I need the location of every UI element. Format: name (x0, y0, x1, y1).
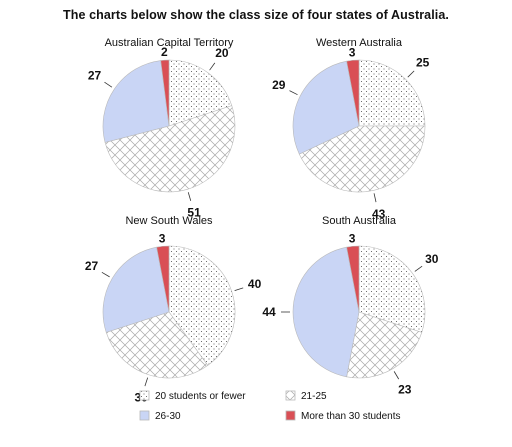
data-label-20-students-or-fewer: 20 (215, 46, 229, 60)
leader-line (414, 265, 423, 272)
slice-20-students-or-fewer (358, 245, 426, 333)
pie-chart-new-south-wales: New South Wales4030273 (85, 215, 262, 405)
data-label-26-30: 27 (85, 259, 99, 273)
pie-chart-south-australia: South Australia 30 23 44 3 (262, 215, 438, 396)
data-label-21-25: 23 (398, 382, 412, 396)
slice-20-students-or-fewer (168, 59, 233, 127)
leader-line (187, 192, 192, 202)
slice-26-30 (102, 246, 170, 333)
slice-26-30 (292, 246, 360, 378)
data-label-more-than-30-students: 2 (161, 45, 168, 59)
legend-swatch-20-students-or-fewer (139, 390, 150, 401)
slice-21-25 (104, 105, 236, 193)
pie-chart-western-australia: Western Australia 25 43 29 3 (272, 37, 430, 221)
data-label-21-25: 43 (372, 207, 386, 221)
slice-more-than-30-students (346, 59, 360, 127)
legend: 20 students or fewer 21-25 26-30 More than … (139, 390, 401, 422)
pie-title: South Australia (322, 215, 397, 227)
slice-more-than-30-students (346, 245, 360, 313)
slice-26-30 (102, 60, 170, 143)
leader-line (289, 90, 298, 96)
data-label-more-than-30-students: 3 (159, 231, 166, 245)
data-label-26-30: 29 (272, 78, 286, 92)
legend-label-more-than-30-students: More than 30 students (301, 411, 401, 422)
legend-swatch-21-25 (285, 390, 296, 401)
leader-line (407, 70, 415, 78)
slice-20-students-or-fewer (358, 59, 426, 127)
pie-title: Australian Capital Territory (105, 37, 234, 49)
leader-line (234, 287, 244, 292)
legend-label-20-students-or-fewer: 20 students or fewer (155, 391, 246, 402)
slice-more-than-30-students (160, 59, 170, 127)
main-title: The charts below show the class size of … (63, 8, 449, 22)
leader-line (101, 271, 110, 278)
slice-26-30 (292, 60, 360, 155)
pie-title: New South Wales (125, 215, 213, 227)
slice-21-25 (298, 125, 426, 193)
leader-line (393, 371, 400, 380)
data-label-more-than-30-students: 3 (349, 45, 356, 59)
legend-swatch-more-than-30-students (285, 410, 296, 421)
slice-21-25 (105, 311, 209, 379)
leader-line (373, 193, 377, 203)
leader-line (209, 62, 216, 71)
data-label-20-students-or-fewer: 25 (416, 55, 430, 69)
legend-label-26-30: 26-30 (155, 411, 181, 422)
leader-line (104, 81, 113, 88)
legend-label-21-25: 21-25 (301, 391, 327, 402)
data-label-more-than-30-students: 3 (349, 231, 356, 245)
leader-line (144, 377, 149, 387)
slice-more-than-30-students (156, 245, 170, 313)
data-label-26-30: 27 (88, 68, 102, 82)
data-label-26-30: 44 (262, 305, 276, 319)
data-label-21-25: 51 (187, 205, 201, 219)
data-label-20-students-or-fewer: 40 (248, 277, 262, 291)
slice-21-25 (346, 311, 423, 379)
data-label-20-students-or-fewer: 30 (425, 252, 439, 266)
legend-swatch-26-30 (139, 410, 150, 421)
pie-title: Western Australia (316, 37, 403, 49)
slice-20-students-or-fewer (168, 245, 236, 366)
